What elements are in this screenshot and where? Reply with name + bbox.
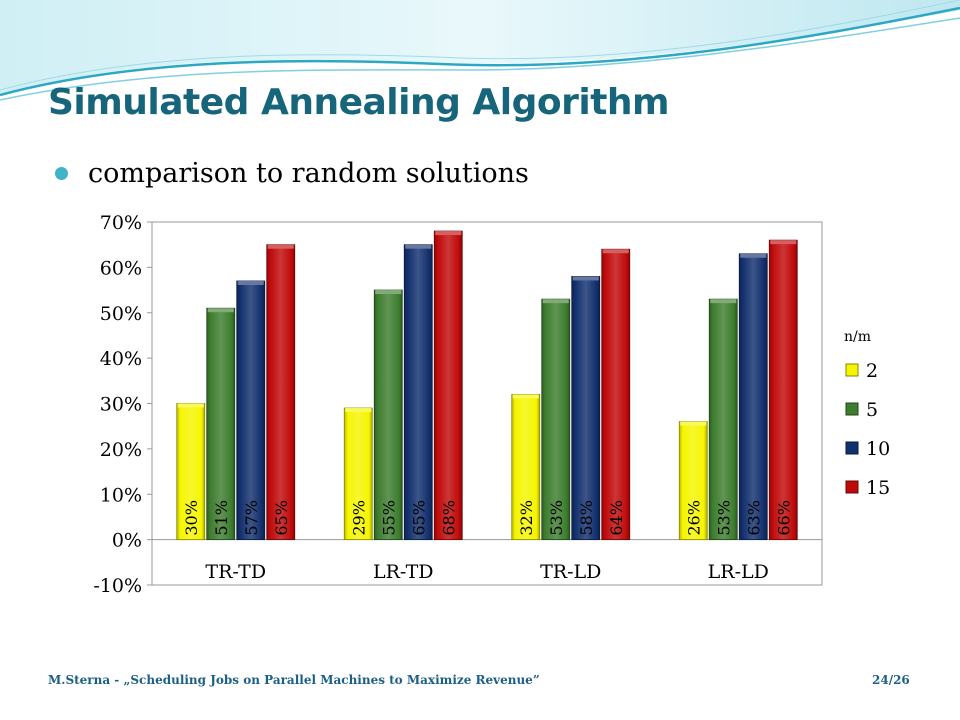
y-tick-label: -10% [93,575,142,597]
bullet-dot-icon [55,167,68,180]
bar-top-bevel [572,276,599,281]
bar-top-bevel [602,249,629,254]
data-label: 53% [714,500,733,536]
bar [768,239,798,541]
y-tick-label: 60% [100,257,142,279]
data-label: 30% [182,500,201,536]
bar [601,248,631,541]
y-tick-label: 30% [100,394,142,416]
bar [343,407,373,541]
data-label: 65% [409,500,428,536]
bar [373,289,403,541]
y-tick-label: 0% [112,530,142,552]
bar-top-bevel [237,280,264,285]
bar [433,230,463,541]
legend-label: 10 [866,438,890,460]
x-tick-label: TR-TD [205,561,266,583]
y-tick-label: 20% [100,439,142,461]
legend-label: 2 [866,360,878,382]
header-wave-decoration [0,0,960,101]
data-label: 32% [517,500,536,536]
legend-title: n/m [844,329,871,345]
legend-swatch [845,480,859,494]
bar [266,244,296,541]
bar-top-bevel [740,253,767,258]
y-tick-label: 50% [100,303,142,325]
page-number: 24/26 [872,673,910,687]
bar [403,244,433,541]
bar-top-bevel [405,244,432,249]
data-label: 57% [242,500,261,536]
bar [206,307,236,541]
bar-top-bevel [710,299,737,304]
legend-swatch [845,441,859,455]
legend-swatch [845,402,859,416]
slide-title: Simulated Annealing Algorithm [48,82,670,123]
data-label: 29% [349,500,368,536]
bar [708,298,738,541]
data-label: 51% [212,500,231,536]
data-label: 68% [439,500,458,536]
data-label: 55% [379,500,398,536]
x-tick-label: LR-TD [373,561,434,583]
data-label: 26% [684,500,703,536]
bullet-text: comparison to random solutions [88,158,529,189]
data-label: 64% [607,500,626,536]
bar-top-bevel [512,394,539,399]
bar-top-bevel [207,308,234,313]
bar [236,280,266,541]
bar-top-bevel [542,299,569,304]
data-label: 58% [577,500,596,536]
bar-top-bevel [770,240,797,245]
legend-label: 15 [866,477,890,499]
y-tick-label: 70% [100,212,142,234]
bar [571,276,601,541]
data-label: 66% [774,500,793,536]
x-tick-label: LR-LD [708,561,769,583]
data-label: 65% [272,500,291,536]
bar [541,298,571,541]
bar [511,394,541,541]
bar-top-bevel [267,244,294,249]
legend-swatch [845,363,859,377]
bar-top-bevel [680,421,707,426]
bullet-item: comparison to random solutions [55,158,529,189]
y-tick-label: 40% [100,348,142,370]
bar-top-bevel [435,231,462,236]
data-label: 63% [744,500,763,536]
bar [176,403,206,541]
bar-top-bevel [375,290,402,295]
x-tick-label: TR-LD [540,561,601,583]
bar-top-bevel [177,403,204,408]
bar [678,421,708,541]
bar [738,253,768,541]
y-tick-label: 10% [100,484,142,506]
bar-top-bevel [345,408,372,413]
footer-citation: M.Sterna - „Scheduling Jobs on Parallel … [48,673,540,687]
data-label: 53% [547,500,566,536]
legend-label: 5 [866,399,878,421]
